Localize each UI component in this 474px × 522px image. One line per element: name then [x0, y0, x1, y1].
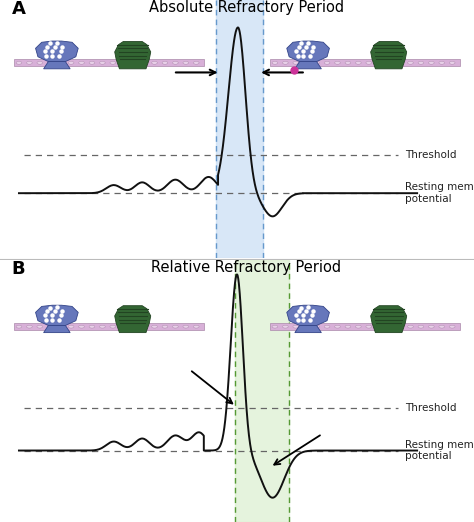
Circle shape [152, 62, 157, 64]
Circle shape [324, 62, 330, 64]
Circle shape [449, 62, 455, 64]
Polygon shape [295, 326, 321, 333]
Circle shape [100, 62, 105, 64]
Circle shape [162, 325, 168, 328]
Circle shape [428, 325, 434, 328]
Circle shape [376, 62, 382, 64]
Polygon shape [295, 62, 321, 69]
Bar [14, 59, 204, 66]
Circle shape [303, 62, 309, 64]
Polygon shape [44, 326, 70, 333]
Circle shape [397, 62, 403, 64]
Text: B: B [12, 260, 26, 278]
Circle shape [120, 62, 126, 64]
Circle shape [141, 62, 147, 64]
Text: Resting membrane
potential: Resting membrane potential [405, 182, 474, 204]
Polygon shape [115, 42, 151, 69]
Circle shape [58, 325, 64, 328]
Circle shape [428, 62, 434, 64]
Circle shape [79, 62, 84, 64]
Circle shape [131, 325, 137, 328]
Text: Absolute Refractory Period: Absolute Refractory Period [149, 0, 344, 15]
Circle shape [173, 325, 178, 328]
Circle shape [356, 325, 361, 328]
Circle shape [418, 325, 424, 328]
Circle shape [193, 325, 199, 328]
Circle shape [314, 62, 319, 64]
Circle shape [449, 325, 455, 328]
Circle shape [387, 325, 392, 328]
Circle shape [356, 62, 361, 64]
Circle shape [314, 325, 319, 328]
Circle shape [16, 325, 22, 328]
Circle shape [141, 325, 147, 328]
Circle shape [183, 62, 189, 64]
Text: A: A [12, 0, 26, 18]
Circle shape [37, 62, 43, 64]
Circle shape [27, 62, 32, 64]
Circle shape [193, 62, 199, 64]
Polygon shape [36, 305, 78, 326]
Bar [235, 260, 289, 522]
Circle shape [272, 62, 278, 64]
Circle shape [100, 325, 105, 328]
Circle shape [376, 325, 382, 328]
Circle shape [345, 62, 351, 64]
Circle shape [79, 325, 84, 328]
Circle shape [47, 62, 53, 64]
Circle shape [131, 62, 137, 64]
Circle shape [293, 325, 299, 328]
Circle shape [152, 325, 157, 328]
Circle shape [272, 325, 278, 328]
Circle shape [162, 62, 168, 64]
Circle shape [366, 62, 372, 64]
Circle shape [110, 62, 116, 64]
Circle shape [439, 325, 445, 328]
Circle shape [303, 325, 309, 328]
Circle shape [418, 62, 424, 64]
Circle shape [58, 62, 64, 64]
Circle shape [68, 62, 74, 64]
Polygon shape [287, 305, 329, 326]
Circle shape [183, 325, 189, 328]
Text: Threshold: Threshold [405, 149, 457, 160]
Bar [270, 59, 460, 66]
Circle shape [37, 325, 43, 328]
Circle shape [68, 325, 74, 328]
Polygon shape [44, 62, 70, 69]
Polygon shape [287, 41, 329, 62]
Circle shape [110, 325, 116, 328]
Circle shape [89, 62, 95, 64]
Circle shape [89, 325, 95, 328]
Circle shape [324, 325, 330, 328]
Polygon shape [115, 306, 151, 333]
Text: Resting membrane
potential: Resting membrane potential [405, 440, 474, 461]
Circle shape [439, 62, 445, 64]
Bar [216, 0, 263, 258]
Polygon shape [371, 306, 407, 333]
Circle shape [173, 62, 178, 64]
Polygon shape [371, 42, 407, 69]
Circle shape [27, 325, 32, 328]
Text: Relative Refractory Period: Relative Refractory Period [151, 260, 342, 275]
Circle shape [283, 325, 288, 328]
Text: Threshold: Threshold [405, 402, 457, 413]
Circle shape [120, 325, 126, 328]
Circle shape [397, 325, 403, 328]
Circle shape [293, 62, 299, 64]
Circle shape [47, 325, 53, 328]
Circle shape [366, 325, 372, 328]
Circle shape [283, 62, 288, 64]
Circle shape [335, 62, 340, 64]
Circle shape [408, 62, 413, 64]
Polygon shape [36, 41, 78, 62]
Circle shape [16, 62, 22, 64]
Circle shape [335, 325, 340, 328]
Circle shape [408, 325, 413, 328]
Circle shape [387, 62, 392, 64]
Bar [14, 323, 204, 330]
Bar [270, 323, 460, 330]
Circle shape [345, 325, 351, 328]
